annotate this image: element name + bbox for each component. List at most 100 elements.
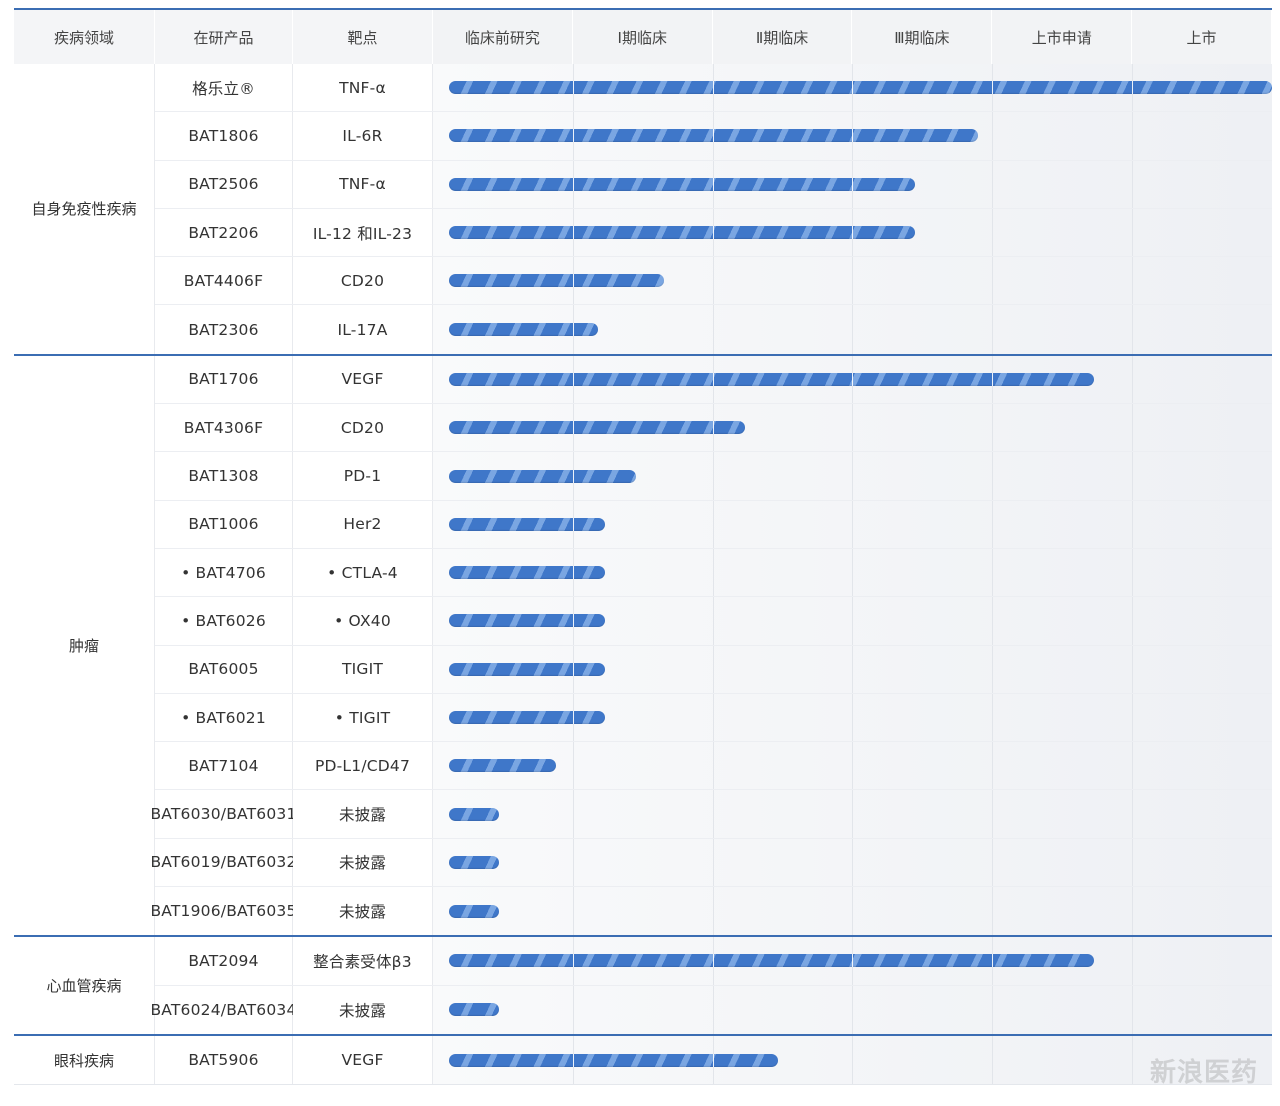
target-name: • TIGIT [293,693,433,742]
product-name: BAT1006 [155,500,293,548]
table-row: BAT1706 VEGF [155,355,1272,405]
progress-track [433,693,1272,742]
header-area: 疾病领域 [14,10,155,64]
table-row: BAT2506 TNF-α [155,160,1272,209]
table-row: BAT1006 Her2 [155,500,1272,549]
product-name: BAT2306 [155,305,293,354]
product-name: BAT5906 [155,1035,293,1085]
target-name: IL-12 和IL-23 [293,208,433,257]
progress-track [433,937,1272,985]
progress-track [433,500,1272,548]
header-stage-phase1: Ⅰ期临床 [572,10,713,64]
progress-bar [449,807,499,821]
table-row: • BAT6026 • OX40 [155,597,1272,646]
table-row: BAT2206 IL-12 和IL-23 [155,208,1272,258]
progress-track [433,838,1272,887]
header-target: 靶点 [293,10,433,64]
progress-bar [449,855,499,869]
progress-bar [449,711,605,724]
header-stage-preclinical: 临床前研究 [433,10,573,64]
target-name: • OX40 [293,597,433,645]
target-name: Her2 [293,500,433,548]
target-name: PD-L1/CD47 [293,742,433,790]
progress-bar [449,421,745,435]
target-name: TNF-α [293,64,433,112]
progress-track [433,64,1272,112]
progress-bar [449,954,1095,968]
product-name: BAT4306F [155,404,293,452]
header-stage-phase2: Ⅱ期临床 [712,10,853,64]
table-row: BAT6005 TIGIT [155,645,1272,694]
product-name: BAT2506 [155,160,293,208]
progress-track [433,548,1272,597]
table-row: BAT6024/BAT6034 未披露 [150,985,1272,1034]
progress-bar [449,1003,499,1017]
progress-bar [449,274,664,288]
progress-bar [449,81,1272,95]
table-body: 自身免疫性疾病 格乐立® TNF-α BAT1806 IL-6R BAT2506 TNF-α… [14,64,1272,1086]
progress-bar [449,517,605,531]
table-row: • BAT4706 • CTLA-4 [155,548,1272,598]
progress-bar [449,469,636,483]
product-name: BAT6030/BAT6031 [150,790,296,838]
product-name: BAT4406F [155,257,293,305]
disease-area-label: 自身免疫性疾病 [14,64,155,354]
disease-area-label: 心血管疾病 [14,937,155,1034]
product-name: BAT1906/BAT6035 [150,887,296,936]
progress-bar [449,566,605,580]
progress-track [433,208,1272,257]
table-row: BAT2306 IL-17A [155,305,1272,354]
table-row: BAT6030/BAT6031 未披露 [150,790,1272,839]
product-name: • BAT4706 [155,548,293,597]
progress-track [433,305,1272,354]
progress-track [433,452,1272,500]
disease-area-label: 肿瘤 [14,355,155,936]
progress-bar [449,1053,779,1067]
product-name: BAT1706 [155,355,293,404]
header-product: 在研产品 [155,10,293,64]
progress-track [433,887,1272,936]
product-name: • BAT6026 [155,597,293,645]
disease-group: 肿瘤 BAT1706 VEGF BAT4306F CD20 BAT1308 PD-1 BAT1… [14,355,1272,938]
table-row: BAT7104 PD-L1/CD47 [155,742,1272,791]
progress-track [433,355,1272,404]
product-name: BAT6005 [155,645,293,693]
progress-bar [449,226,916,240]
target-name: 整合素受体β3 [293,937,433,985]
product-name: BAT1308 [155,452,293,500]
product-name: BAT1806 [155,112,293,160]
disease-group: 眼科疾病 BAT5906 VEGF [14,1035,1272,1086]
progress-track [433,790,1272,838]
pipeline-table: 疾病领域 在研产品 靶点 临床前研究 Ⅰ期临床 Ⅱ期临床 Ⅲ期临床 上市申请 上… [14,8,1272,1086]
progress-bar [449,759,557,773]
product-name: BAT6024/BAT6034 [150,985,296,1034]
target-name: PD-1 [293,452,433,500]
target-name: 未披露 [293,887,433,936]
target-name: 未披露 [293,790,433,838]
target-name: 未披露 [293,985,433,1034]
table-row: BAT5906 VEGF [155,1035,1272,1085]
progress-track [433,645,1272,693]
target-name: TNF-α [293,160,433,208]
disease-group: 自身免疫性疾病 格乐立® TNF-α BAT1806 IL-6R BAT2506 TNF-α… [14,64,1272,356]
product-name: BAT2206 [155,208,293,257]
progress-track [433,257,1272,305]
progress-track [433,112,1272,160]
table-row: 格乐立® TNF-α [155,64,1272,113]
progress-track [433,597,1272,645]
table-header: 疾病领域 在研产品 靶点 临床前研究 Ⅰ期临床 Ⅱ期临床 Ⅲ期临床 上市申请 上… [14,8,1272,64]
target-name: • CTLA-4 [293,548,433,597]
product-name: BAT7104 [155,742,293,790]
table-row: • BAT6021 • TIGIT [155,693,1272,743]
header-stage-marketed: 上市 [1132,10,1272,64]
progress-bar [449,323,598,337]
target-name: CD20 [293,404,433,452]
progress-track [433,160,1272,208]
table-row: BAT2094 整合素受体β3 [155,937,1272,986]
product-name: 格乐立® [155,64,293,112]
target-name: VEGF [293,1035,433,1085]
target-name: IL-6R [293,112,433,160]
progress-bar [449,614,605,628]
progress-track [433,742,1272,790]
header-stage-phase3: Ⅲ期临床 [852,10,993,64]
